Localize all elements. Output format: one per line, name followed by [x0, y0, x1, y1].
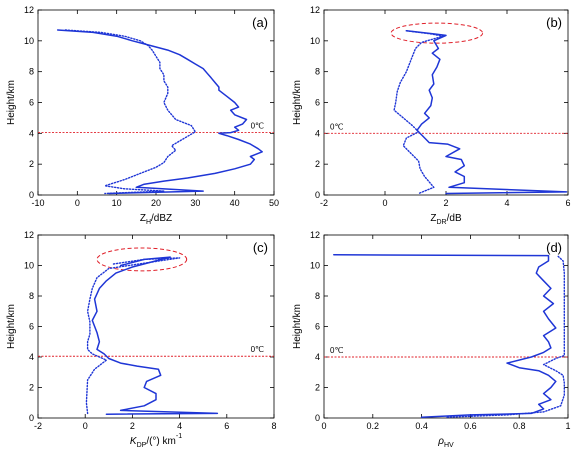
y-tick-label: 2	[315, 159, 320, 169]
x-tick-label: 4	[177, 421, 182, 431]
x-tick-label: 0	[83, 421, 88, 431]
y-tick-label: 0	[29, 190, 34, 200]
y-tick-label: 8	[29, 291, 34, 301]
y-tick-label: 0	[315, 190, 320, 200]
y-tick-label: 12	[310, 230, 320, 240]
x-axis-label-xlabel-sup: -1	[176, 433, 182, 440]
x-axis-label-xlabel-unit: /dB	[447, 213, 462, 224]
series-line-solid	[91, 256, 219, 415]
x-axis-label-xlabel-unit: /(°) km	[146, 436, 176, 447]
y-tick-label: 2	[29, 159, 34, 169]
x-axis-label-xlabel: Z	[140, 213, 146, 224]
y-tick-label: 12	[24, 230, 34, 240]
y-tick-label: 10	[310, 261, 320, 271]
y-tick-label: 10	[310, 36, 320, 46]
y-tick-label: 6	[315, 98, 320, 108]
x-axis-label-xlabel-sub: DR	[436, 219, 446, 226]
x-tick-label: 6	[224, 421, 229, 431]
series-line-solid	[405, 30, 568, 195]
highlight-ellipse	[390, 22, 484, 44]
y-tick-label: 10	[24, 36, 34, 46]
x-axis-label-xlabel-sub: DP	[137, 442, 147, 449]
x-axis-label-xlabel: K	[130, 436, 138, 447]
x-tick-label: 4	[504, 198, 509, 208]
panel-a: -10 0 10 20 30 40 50024681012Height/kmZH/dBZ(a…	[6, 5, 279, 226]
x-tick-label: 0.8	[513, 421, 526, 431]
x-axis-label-xlabel-sub: HV	[444, 442, 454, 449]
y-axis-label: Height/km	[292, 304, 303, 349]
x-tick-label: 1	[565, 421, 570, 431]
y-axis-label: Height/km	[6, 80, 17, 125]
y-tick-label: 10	[24, 261, 34, 271]
y-tick-label: 6	[315, 322, 320, 332]
x-axis-label-xlabel-unit: /dBZ	[151, 213, 172, 224]
x-tick-label: 30	[190, 198, 200, 208]
x-axis-label: ρHV	[437, 436, 454, 449]
x-axis-label-xlabel: ρ	[437, 436, 444, 447]
x-axis-label: ZH/dBZ	[140, 213, 172, 226]
x-tick-label: 0.6	[464, 421, 477, 431]
series-line-dotted	[445, 255, 565, 418]
y-tick-label: 4	[315, 128, 320, 138]
series-line-dotted	[64, 29, 196, 195]
x-tick-label: 2	[130, 421, 135, 431]
x-axis-label-xlabel: Z	[430, 213, 436, 224]
x-tick-label: 0	[382, 198, 387, 208]
y-tick-label: 6	[29, 322, 34, 332]
x-tick-label: 0.4	[415, 421, 428, 431]
y-tick-label: 4	[315, 352, 320, 362]
panel-label: (b)	[546, 15, 562, 30]
y-tick-label: 4	[29, 128, 34, 138]
x-tick-label: 6	[565, 198, 570, 208]
y-tick-label: 6	[29, 98, 34, 108]
series-line-dotted	[393, 30, 444, 195]
highlight-ellipse	[96, 247, 188, 272]
x-tick-label: 50	[269, 198, 279, 208]
plot-frame	[323, 9, 569, 196]
zero-degree-label: 0℃	[251, 345, 264, 354]
y-tick-label: 0	[29, 413, 34, 423]
panel-label: (d)	[546, 240, 562, 255]
y-axis-label: Height/km	[6, 304, 17, 349]
zero-degree-label: 0℃	[330, 346, 343, 355]
panel-label: (a)	[252, 15, 268, 30]
y-tick-label: 2	[315, 383, 320, 393]
y-tick-label: 4	[29, 352, 34, 362]
x-tick-label: 8	[271, 421, 276, 431]
series-line-dotted	[85, 257, 181, 415]
x-tick-label: 40	[230, 198, 240, 208]
x-tick-label: 20	[151, 198, 161, 208]
zero-degree-label: 0℃	[330, 122, 343, 131]
plot-frame	[37, 234, 275, 419]
y-tick-label: 0	[315, 413, 320, 423]
x-axis-label: KDP/(°) km-1	[130, 433, 182, 449]
x-tick-label: 0.2	[367, 421, 380, 431]
y-tick-label: 8	[315, 67, 320, 77]
y-tick-label: 2	[29, 383, 34, 393]
zero-degree-label: 0℃	[251, 122, 264, 131]
x-tick-label: 2	[443, 198, 448, 208]
series-line-solid	[333, 254, 557, 418]
y-axis-label: Height/km	[292, 80, 303, 125]
x-tick-label: -2	[320, 198, 328, 208]
y-tick-label: 12	[24, 5, 34, 15]
x-tick-label: -2	[34, 421, 42, 431]
x-axis-label: ZDR/dB	[430, 213, 462, 226]
x-axis-label-xlabel-sub: H	[146, 219, 151, 226]
x-tick-label: 0	[321, 421, 326, 431]
x-tick-label: -10	[31, 198, 44, 208]
y-tick-label: 8	[29, 67, 34, 77]
x-tick-label: 0	[75, 198, 80, 208]
y-tick-label: 8	[315, 291, 320, 301]
y-tick-label: 12	[310, 5, 320, 15]
series-line-solid	[56, 29, 263, 195]
x-tick-label: 10	[112, 198, 122, 208]
panel-label: (c)	[253, 240, 268, 255]
plot-frame	[323, 234, 569, 419]
